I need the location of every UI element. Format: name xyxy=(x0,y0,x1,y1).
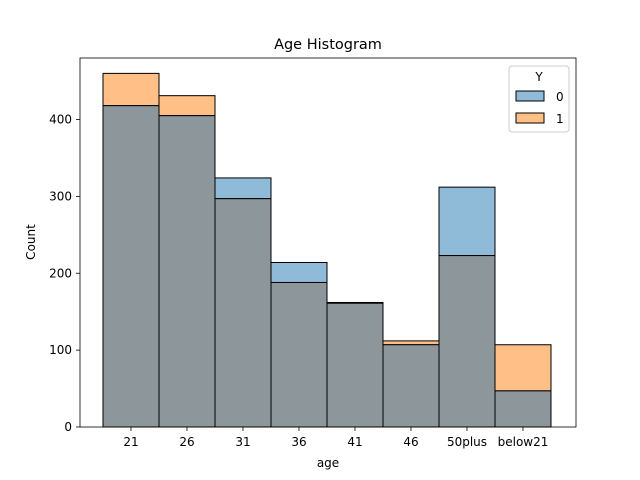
legend: Y 0 1 xyxy=(508,65,570,133)
y-tick-label: 0 xyxy=(64,420,72,434)
legend-label-series-1: 1 xyxy=(556,112,564,126)
x-tick-label: 41 xyxy=(347,435,362,449)
legend-swatch-series-0 xyxy=(515,90,545,102)
x-tick-label: below21 xyxy=(498,435,549,449)
y-tick-label: 300 xyxy=(49,189,72,203)
bar-overlap-50plus xyxy=(438,255,496,428)
x-tick-label: 36 xyxy=(291,435,306,449)
bar-overlap-below21 xyxy=(494,390,552,428)
y-tick-label: 100 xyxy=(49,343,72,357)
bars-layer xyxy=(102,72,552,428)
axes-layer: 21 26 31 36 41 46 50plus below21 0 100 200 300 400 xyxy=(49,57,577,449)
legend-swatch-series-1 xyxy=(515,112,545,124)
y-tick-label: 400 xyxy=(49,113,72,127)
bar-overlap-46 xyxy=(382,344,440,428)
y-tick-label: 200 xyxy=(49,266,72,280)
plot-frame xyxy=(79,57,577,428)
bar-series-1-21 xyxy=(102,72,160,107)
bar-series-1-26 xyxy=(158,95,216,117)
x-tick-label: 50plus xyxy=(447,435,487,449)
legend-label-series-0: 0 xyxy=(556,90,564,104)
bar-overlap-21 xyxy=(102,105,160,428)
bar-overlap-26 xyxy=(158,115,216,428)
bar-overlap-41 xyxy=(326,302,384,428)
legend-title: Y xyxy=(534,70,543,84)
y-axis-label: Count xyxy=(24,224,38,260)
chart-title: Age Histogram xyxy=(274,37,382,53)
bar-overlap-31 xyxy=(214,198,272,428)
bar-series-0-36 xyxy=(270,261,328,283)
bar-series-1-46 xyxy=(382,340,440,346)
x-tick-label: 21 xyxy=(123,435,138,449)
x-tick-label: 26 xyxy=(179,435,194,449)
bar-series-0-31 xyxy=(214,177,272,200)
bar-series-1-below21 xyxy=(494,344,552,392)
x-tick-label: 46 xyxy=(403,435,418,449)
bar-series-0-50plus xyxy=(438,186,496,257)
bar-overlap-36 xyxy=(270,281,328,428)
x-axis-label: age xyxy=(317,456,339,470)
x-tick-label: 31 xyxy=(235,435,250,449)
